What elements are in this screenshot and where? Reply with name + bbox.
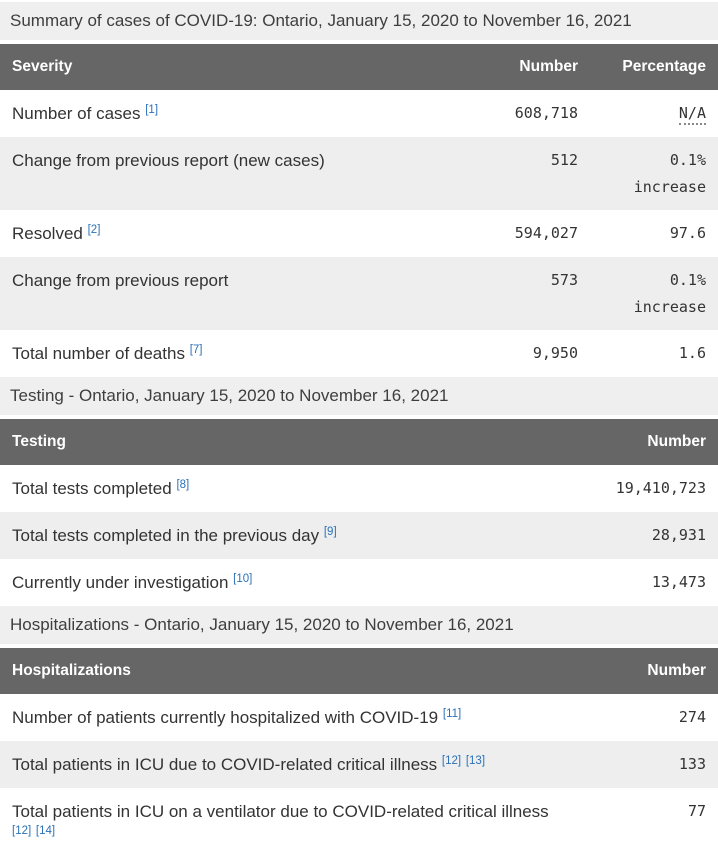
na-abbreviation: N/A [678, 104, 706, 125]
row-label-text: Number of patients currently hospitalize… [12, 708, 439, 727]
column-header-percentage: Percentage [590, 44, 718, 90]
footnote-ref-link[interactable]: [14] [35, 825, 56, 837]
footnote-ref-link[interactable]: [7] [189, 344, 203, 356]
table-section-1: Testing - Ontario, January 15, 2020 to N… [0, 377, 718, 606]
table-caption: Testing - Ontario, January 15, 2020 to N… [0, 377, 718, 415]
number-cell: 573 [550, 271, 578, 289]
footnote-ref-link[interactable]: [2] [87, 224, 101, 236]
footnote-ref-link[interactable]: [8] [176, 479, 190, 491]
table-header-row: Hospitalizations Number [0, 648, 718, 694]
percentage-note: increase [633, 298, 706, 316]
row-label-cell: Currently under investigation [10] [0, 559, 578, 606]
table-row: Currently under investigation [10] 13,473 [0, 559, 718, 606]
number-cell: 19,410,723 [615, 479, 706, 497]
percentage-cell: 0.1% increase [590, 257, 718, 330]
footnote-marker: [9] [324, 526, 337, 538]
footnote-ref-link[interactable]: [10] [233, 573, 253, 585]
footnote-marker: [2] [88, 224, 101, 236]
footnote-ref-link[interactable]: [12] [441, 755, 462, 767]
footnote-marker: [12] [442, 755, 461, 767]
row-label-cell: Change from previous report [0, 257, 466, 330]
column-header-severity: Severity [0, 44, 466, 90]
column-header-number: Number [466, 44, 590, 90]
table-header-row: Severity Number Percentage [0, 44, 718, 90]
percentage-value: 0.1% [669, 271, 706, 289]
footnote-ref-link[interactable]: [1] [145, 104, 159, 116]
row-label-cell: Total patients in ICU on a ventilator du… [0, 788, 578, 858]
footnote-ref-link[interactable]: [11] [442, 708, 462, 720]
row-label-cell: Number of patients currently hospitalize… [0, 694, 578, 741]
data-table: Hospitalizations Number Number of patient… [0, 648, 718, 858]
percentage-value: 97.6 [669, 224, 706, 242]
footnote-marker: [1] [145, 104, 158, 116]
table-row: Change from previous report 573 0.1% increa… [0, 257, 718, 330]
percentage-cell: 97.6 [590, 210, 718, 257]
column-header-number: Number [578, 419, 718, 465]
row-label-cell: Total tests completed in the previous da… [0, 512, 578, 559]
data-table: Severity Number Percentage Number of cases… [0, 44, 718, 377]
row-label-cell: Change from previous report (new cases) [0, 137, 466, 210]
table-section-0: Summary of cases of COVID-19: Ontario, J… [0, 2, 718, 377]
table-section-2: Hospitalizations - Ontario, January 15, … [0, 606, 718, 858]
percentage-cell: 1.6 [590, 330, 718, 377]
table-row: Change from previous report (new cases) 5… [0, 137, 718, 210]
footnote-marker: [12] [12, 825, 31, 837]
row-label-cell: Resolved [2] [0, 210, 466, 257]
table-row: Total patients in ICU on a ventilator du… [0, 788, 718, 858]
footnote-marker: [14] [36, 825, 55, 837]
row-label-text: Total number of deaths [12, 344, 185, 363]
footnote-ref-link[interactable]: [13] [465, 755, 486, 767]
table-header-row: Testing Number [0, 419, 718, 465]
table-row: Total number of deaths [7] 9,950 1.6 [0, 330, 718, 377]
table-row: Total tests completed in the previous da… [0, 512, 718, 559]
column-header-hospitalizations: Hospitalizations [0, 648, 578, 694]
table-caption: Hospitalizations - Ontario, January 15, … [0, 606, 718, 644]
percentage-cell: N/A [590, 90, 718, 137]
row-label-text: Change from previous report [12, 271, 229, 290]
row-label-cell: Total tests completed [8] [0, 465, 578, 512]
percentage-value: 1.6 [678, 344, 706, 362]
number-cell: 512 [550, 151, 578, 169]
row-label-text: Currently under investigation [12, 573, 229, 592]
number-cell: 594,027 [514, 224, 578, 242]
row-label-cell: Number of cases [1] [0, 90, 466, 137]
row-label-text: Total tests completed in the previous da… [12, 526, 320, 545]
number-cell: 133 [678, 755, 706, 773]
footnote-ref-link[interactable]: [12] [12, 825, 32, 837]
footnote-marker: [7] [190, 344, 203, 356]
number-cell: 77 [687, 802, 706, 820]
table-row: Number of cases [1] 608,718 N/A [0, 90, 718, 137]
column-header-number: Number [578, 648, 718, 694]
table-caption: Summary of cases of COVID-19: Ontario, J… [0, 2, 718, 40]
footnote-marker: [8] [176, 479, 189, 491]
number-cell: 28,931 [651, 526, 706, 544]
number-cell: 608,718 [514, 104, 578, 122]
percentage-note: increase [633, 178, 706, 196]
table-row: Total patients in ICU due to COVID-relat… [0, 741, 718, 788]
number-cell: 13,473 [651, 573, 706, 591]
row-label-text: Total patients in ICU due to COVID-relat… [12, 755, 438, 774]
footnote-marker: [11] [443, 708, 461, 720]
number-cell: 9,950 [532, 344, 578, 362]
row-label-text: Total tests completed [12, 479, 172, 498]
data-table: Testing Number Total tests completed [8] 1… [0, 419, 718, 606]
row-label-cell: Total patients in ICU due to COVID-relat… [0, 741, 578, 788]
column-header-testing: Testing [0, 419, 578, 465]
percentage-value: 0.1% [669, 151, 706, 169]
row-label-text: Number of cases [12, 104, 141, 123]
footnote-marker: [13] [466, 755, 485, 767]
percentage-cell: 0.1% increase [590, 137, 718, 210]
row-label-text: Change from previous report (new cases) [12, 151, 325, 170]
row-label-cell: Total number of deaths [7] [0, 330, 466, 377]
number-cell: 274 [678, 708, 706, 726]
footnote-ref-link[interactable]: [9] [323, 526, 337, 538]
table-row: Number of patients currently hospitalize… [0, 694, 718, 741]
footnote-marker: [10] [233, 573, 252, 585]
table-row: Resolved [2] 594,027 97.6 [0, 210, 718, 257]
table-row: Total tests completed [8] 19,410,723 [0, 465, 718, 512]
row-label-text: Total patients in ICU on a ventilator du… [12, 802, 549, 821]
row-label-text: Resolved [12, 224, 83, 243]
